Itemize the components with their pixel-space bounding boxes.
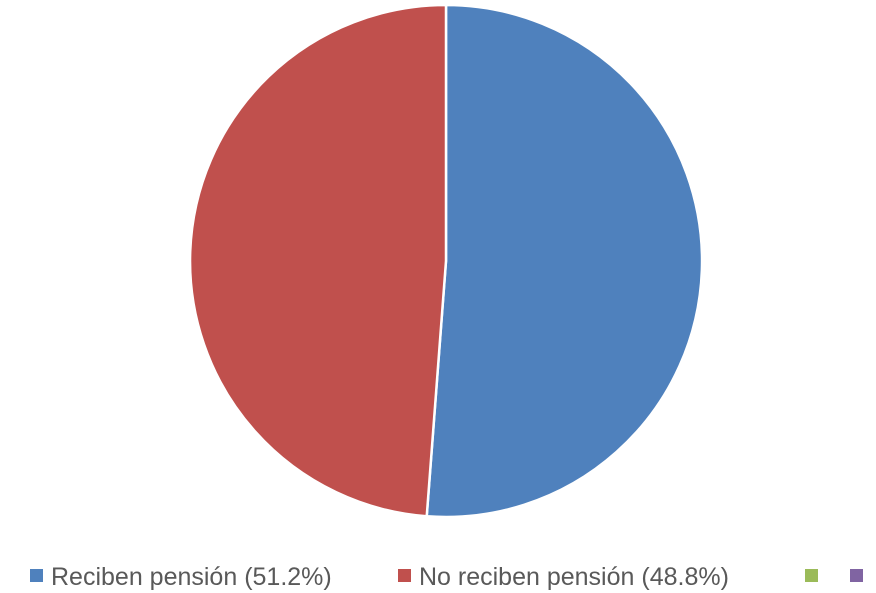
legend-label-reciben: Reciben pensión (51.2%) bbox=[51, 563, 332, 591]
pie-slice-1 bbox=[188, 3, 448, 518]
pie-slices bbox=[188, 3, 704, 519]
legend-swatch-no-reciben bbox=[398, 569, 411, 582]
legend: Reciben pensión (51.2%) No reciben pensi… bbox=[30, 563, 863, 591]
legend-swatch-4 bbox=[850, 569, 863, 582]
legend-swatch-3 bbox=[805, 569, 818, 582]
pie-slice-0 bbox=[425, 3, 704, 519]
legend-swatch-reciben bbox=[30, 569, 43, 582]
legend-label-no-reciben: No reciben pensión (48.8%) bbox=[419, 563, 729, 591]
